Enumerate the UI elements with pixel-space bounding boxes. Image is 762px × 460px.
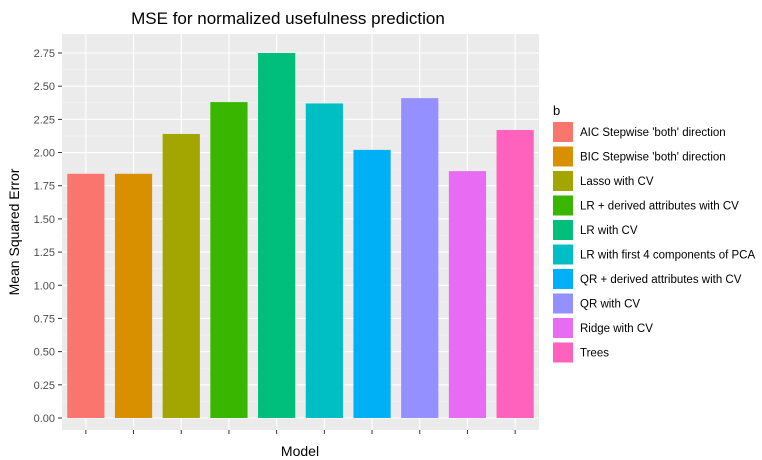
legend-entry-label: Lasso with CV [580, 176, 654, 188]
legend-swatch [553, 318, 573, 338]
legend: AIC Stepwise 'both' direction BIC Stepwis… [553, 122, 755, 363]
y-tick-label: 2.50 [34, 81, 55, 93]
axes: 0.00 0.25 0.50 0.75 1.00 1.25 1.50 1.75 2.00 2.25… [34, 48, 516, 434]
y-tick-label: 1.25 [34, 247, 55, 259]
bar [353, 149, 391, 418]
y-tick-label: 2.00 [34, 148, 55, 160]
legend-entry-label: LR with first 4 components of PCA [580, 250, 755, 262]
legend-swatch [553, 171, 573, 191]
legend-entry-label: Ridge with CV [580, 323, 653, 335]
bar [114, 173, 153, 418]
y-tick-label: 1.00 [34, 280, 55, 292]
y-tick-label: 1.75 [34, 181, 55, 193]
bar [258, 53, 296, 418]
bar [448, 171, 487, 418]
y-tick-label: 0.25 [34, 380, 55, 392]
legend-swatch [553, 146, 573, 167]
x-axis-label: Model [281, 443, 319, 459]
legend-entry-label: QR + derived attributes with CV [580, 274, 742, 286]
bar [162, 133, 200, 419]
legend-swatch [553, 220, 573, 240]
legend-entry-label: AIC Stepwise 'both' direction [580, 127, 726, 139]
bar [210, 102, 248, 418]
bars [67, 53, 534, 419]
legend-swatch [553, 293, 573, 314]
y-tick-label: 2.75 [34, 48, 55, 60]
legend-title: b [553, 103, 560, 118]
bar [496, 129, 534, 418]
legend-entry-label: QR with CV [580, 299, 640, 311]
y-tick-label: 0.50 [34, 347, 55, 359]
y-tick-label: 1.50 [34, 214, 55, 226]
legend-entry-label: BIC Stepwise 'both' direction [580, 152, 726, 164]
chart-title: MSE for normalized usefulness prediction [131, 9, 445, 28]
bar [67, 173, 105, 418]
legend-entry-label: LR + derived attributes with CV [580, 201, 739, 213]
legend-swatch [553, 269, 573, 289]
y-tick-label: 2.25 [34, 114, 55, 126]
bar [305, 103, 343, 418]
legend-swatch [553, 195, 573, 216]
y-tick-label: 0.75 [34, 313, 55, 325]
bar [401, 98, 439, 419]
y-axis-label: Mean Squared Error [6, 168, 22, 295]
legend-entry-label: LR with CV [580, 225, 638, 237]
legend-entry-label: Trees [580, 348, 609, 360]
legend-swatch [553, 244, 573, 265]
y-tick-label: 0.00 [34, 413, 55, 425]
legend-swatch [553, 342, 573, 363]
legend-swatch [553, 122, 573, 142]
